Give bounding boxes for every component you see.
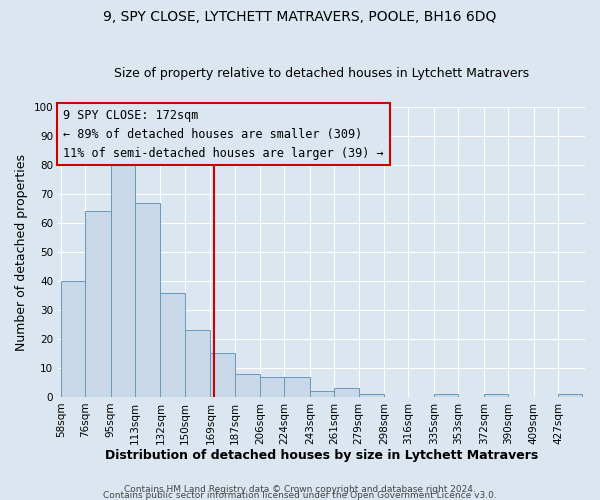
Y-axis label: Number of detached properties: Number of detached properties xyxy=(15,154,28,350)
Bar xyxy=(284,376,310,397)
Bar xyxy=(135,202,160,397)
Bar xyxy=(359,394,384,397)
Bar xyxy=(235,374,260,397)
Bar xyxy=(110,165,135,397)
Bar xyxy=(334,388,359,397)
X-axis label: Distribution of detached houses by size in Lytchett Matravers: Distribution of detached houses by size … xyxy=(105,450,538,462)
Bar xyxy=(558,394,583,397)
Bar xyxy=(85,212,110,397)
Bar xyxy=(260,376,284,397)
Bar xyxy=(160,292,185,397)
Text: 9, SPY CLOSE, LYTCHETT MATRAVERS, POOLE, BH16 6DQ: 9, SPY CLOSE, LYTCHETT MATRAVERS, POOLE,… xyxy=(103,10,497,24)
Text: Contains public sector information licensed under the Open Government Licence v3: Contains public sector information licen… xyxy=(103,490,497,500)
Bar xyxy=(185,330,211,397)
Bar xyxy=(211,354,235,397)
Text: Contains HM Land Registry data © Crown copyright and database right 2024.: Contains HM Land Registry data © Crown c… xyxy=(124,484,476,494)
Title: Size of property relative to detached houses in Lytchett Matravers: Size of property relative to detached ho… xyxy=(114,66,529,80)
Bar xyxy=(61,281,85,397)
Bar xyxy=(310,391,334,397)
Text: 9 SPY CLOSE: 172sqm
← 89% of detached houses are smaller (309)
11% of semi-detac: 9 SPY CLOSE: 172sqm ← 89% of detached ho… xyxy=(64,108,384,160)
Bar xyxy=(484,394,508,397)
Bar xyxy=(434,394,458,397)
